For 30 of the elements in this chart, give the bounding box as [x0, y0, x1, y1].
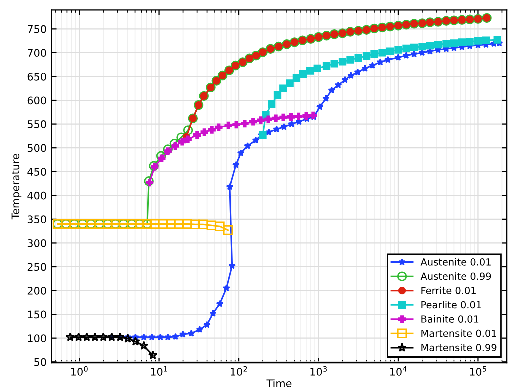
y-tick-label: 650: [28, 72, 46, 81]
y-tick-label: 50: [34, 358, 46, 366]
y-tick-label: 600: [28, 96, 46, 105]
y-tick-label: 150: [28, 310, 46, 319]
legend-label: Martensite 0.01: [422, 330, 496, 338]
y-tick-label: 350: [28, 216, 46, 224]
y-tick-label: 700: [28, 49, 46, 58]
legend-label: Pearlite 0.01: [422, 301, 482, 309]
y-tick-label: 200: [28, 287, 46, 295]
y-tick-label: 450: [28, 168, 46, 176]
x-tick-label: 10$^{5}$: [470, 366, 486, 376]
y-axis-title: Temperature: [12, 154, 22, 220]
y-tick-label: 250: [28, 263, 46, 272]
x-tick-label: 10$^{0}$: [72, 366, 88, 376]
legend-label: Bainite 0.01: [422, 315, 479, 323]
x-tick-label: 10$^{3}$: [310, 366, 327, 376]
y-tick-label: 300: [28, 239, 46, 248]
x-tick-label: 10$^{4}$: [390, 366, 407, 376]
y-tick-label: 750: [28, 25, 46, 34]
y-tick-label: 100: [28, 334, 46, 342]
x-tick-label: 10$^{1}$: [151, 366, 168, 376]
x-tick-label: 10$^{2}$: [230, 366, 248, 376]
legend-label: Austenite 0.01: [420, 258, 491, 266]
x-axis-title: Time: [266, 379, 292, 388]
legend-label: Austenite 0.99: [420, 272, 492, 280]
y-tick-label: 550: [28, 120, 46, 128]
y-tick-label: 500: [28, 144, 46, 152]
legend-label: Martensite 0.99: [422, 344, 497, 352]
y-tick-label: 400: [28, 192, 46, 200]
legend-label: Ferrite 0.01: [422, 286, 476, 294]
